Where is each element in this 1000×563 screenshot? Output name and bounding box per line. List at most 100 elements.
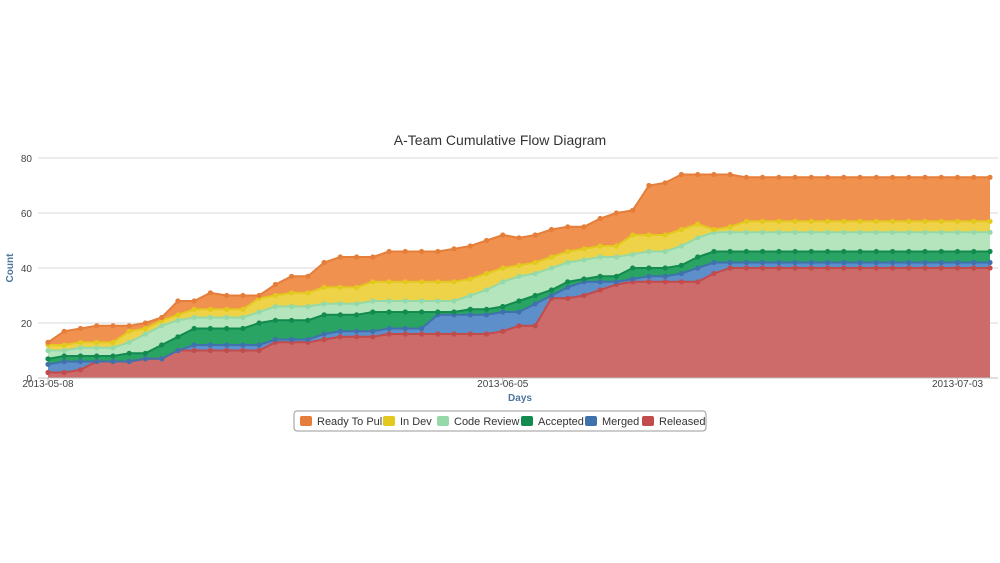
point-code-review bbox=[175, 317, 181, 323]
point-merged bbox=[825, 259, 831, 266]
point-released bbox=[256, 347, 262, 354]
point-code-review bbox=[386, 298, 392, 304]
point-merged bbox=[500, 309, 506, 315]
point-in-dev bbox=[922, 218, 928, 224]
point-in-dev bbox=[841, 218, 847, 224]
point-in-dev bbox=[175, 312, 181, 318]
point-ready-to-pull bbox=[500, 232, 506, 238]
point-code-review bbox=[987, 229, 993, 235]
legend: Ready To Pull In Dev Code Review Accepted Me… bbox=[293, 410, 707, 432]
point-code-review bbox=[597, 254, 603, 260]
point-in-dev bbox=[906, 218, 912, 224]
point-ready-to-pull bbox=[613, 210, 620, 216]
point-code-review bbox=[727, 229, 733, 235]
point-released bbox=[971, 265, 977, 271]
point-ready-to-pull bbox=[646, 182, 652, 189]
point-merged bbox=[662, 273, 668, 279]
point-in-dev bbox=[825, 218, 831, 224]
point-accepted bbox=[435, 309, 441, 315]
point-in-dev bbox=[110, 339, 116, 345]
point-ready-to-pull bbox=[77, 325, 84, 332]
point-merged bbox=[971, 259, 977, 266]
point-merged bbox=[792, 259, 798, 266]
point-in-dev bbox=[743, 218, 750, 224]
point-ready-to-pull bbox=[565, 224, 571, 230]
point-code-review bbox=[792, 229, 798, 235]
point-accepted bbox=[321, 312, 327, 318]
point-accepted bbox=[938, 248, 944, 255]
point-ready-to-pull bbox=[695, 171, 701, 178]
point-ready-to-pull bbox=[305, 273, 311, 279]
point-released bbox=[207, 347, 213, 354]
point-merged bbox=[483, 312, 490, 318]
point-code-review bbox=[240, 314, 246, 321]
point-ready-to-pull bbox=[548, 226, 555, 233]
point-released bbox=[792, 265, 798, 271]
point-released bbox=[695, 279, 701, 285]
point-code-review bbox=[94, 345, 100, 351]
point-merged bbox=[61, 358, 67, 365]
point-ready-to-pull bbox=[630, 207, 636, 213]
point-merged bbox=[142, 356, 148, 362]
point-in-dev bbox=[808, 218, 814, 224]
area-released bbox=[48, 268, 990, 378]
point-code-review bbox=[207, 314, 213, 321]
x-tick-label: 2013-06-05 bbox=[477, 379, 529, 390]
point-accepted bbox=[792, 248, 798, 255]
area-ready-to-pull bbox=[48, 174, 990, 345]
point-released bbox=[516, 323, 522, 329]
point-ready-to-pull bbox=[354, 254, 360, 260]
point-in-dev bbox=[711, 226, 717, 233]
point-merged bbox=[94, 358, 100, 365]
point-accepted bbox=[776, 248, 782, 255]
point-released bbox=[581, 292, 587, 299]
point-in-dev bbox=[142, 325, 148, 332]
point-merged bbox=[711, 259, 717, 266]
point-in-dev bbox=[354, 284, 360, 290]
point-ready-to-pull bbox=[581, 224, 587, 230]
point-ready-to-pull bbox=[532, 232, 538, 238]
point-released bbox=[61, 369, 67, 376]
point-ready-to-pull bbox=[419, 248, 425, 255]
point-code-review bbox=[971, 229, 977, 235]
point-ready-to-pull bbox=[256, 292, 262, 299]
point-ready-to-pull bbox=[175, 298, 181, 304]
point-merged bbox=[110, 358, 116, 365]
point-ready-to-pull bbox=[678, 171, 685, 178]
point-accepted bbox=[678, 262, 685, 268]
point-released bbox=[906, 265, 912, 271]
point-ready-to-pull bbox=[760, 174, 766, 180]
point-in-dev bbox=[289, 290, 295, 296]
point-merged bbox=[419, 325, 425, 332]
point-code-review bbox=[922, 229, 928, 235]
point-accepted bbox=[906, 248, 912, 255]
point-released bbox=[224, 347, 230, 354]
point-accepted bbox=[890, 248, 896, 255]
x-tick-label: 2013-07-03 bbox=[932, 379, 984, 390]
point-in-dev bbox=[77, 339, 84, 345]
point-in-dev bbox=[890, 218, 896, 224]
point-code-review bbox=[45, 347, 51, 354]
point-merged bbox=[841, 259, 847, 266]
point-code-review bbox=[646, 248, 652, 255]
point-ready-to-pull bbox=[483, 237, 490, 244]
point-accepted bbox=[126, 350, 132, 356]
point-accepted bbox=[532, 292, 538, 299]
point-in-dev bbox=[467, 276, 473, 282]
point-accepted bbox=[646, 265, 652, 271]
point-in-dev bbox=[532, 259, 538, 266]
point-in-dev bbox=[954, 218, 961, 224]
point-merged bbox=[954, 259, 961, 266]
point-code-review bbox=[451, 298, 457, 304]
point-ready-to-pull bbox=[857, 174, 863, 180]
point-merged bbox=[565, 284, 571, 290]
point-code-review bbox=[581, 257, 587, 263]
point-merged bbox=[175, 347, 181, 354]
point-accepted bbox=[110, 353, 116, 359]
point-code-review bbox=[890, 229, 896, 235]
point-code-review bbox=[321, 301, 327, 307]
point-in-dev bbox=[873, 218, 879, 224]
legend-label-released: Released bbox=[659, 416, 705, 428]
point-ready-to-pull bbox=[321, 259, 327, 266]
point-ready-to-pull bbox=[126, 323, 132, 329]
